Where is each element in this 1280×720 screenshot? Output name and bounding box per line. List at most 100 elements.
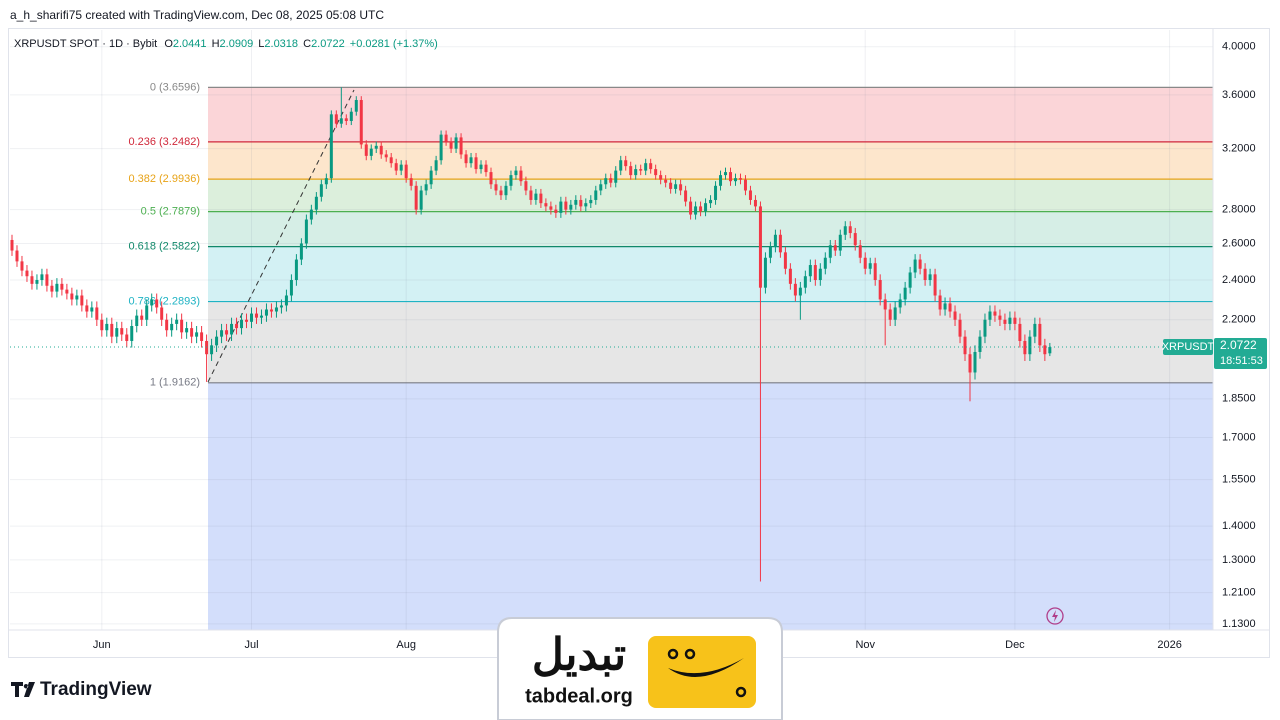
candle-body bbox=[748, 190, 752, 200]
candle-body bbox=[753, 199, 757, 207]
candle-body bbox=[394, 163, 398, 171]
candle-body bbox=[289, 280, 293, 296]
candle-body bbox=[654, 169, 658, 176]
candle-body bbox=[798, 287, 802, 296]
x-tick-label: Jun bbox=[93, 639, 111, 651]
y-tick-label: 3.6000 bbox=[1222, 89, 1256, 101]
candle-body bbox=[449, 141, 453, 149]
candle-body bbox=[818, 268, 822, 281]
y-tick-label: 1.3000 bbox=[1222, 554, 1256, 566]
candle-body bbox=[993, 311, 997, 316]
fib-zone bbox=[208, 301, 1213, 383]
candle-body bbox=[699, 206, 703, 212]
y-tick-label: 3.2000 bbox=[1222, 143, 1256, 155]
candle-body bbox=[983, 319, 987, 337]
candle-body bbox=[609, 178, 613, 183]
candle-body bbox=[499, 190, 503, 196]
candle-body bbox=[923, 268, 927, 281]
candle-body bbox=[933, 274, 937, 296]
candle-body bbox=[738, 178, 742, 180]
attribution: a_h_sharifi75 created with TradingView.c… bbox=[10, 8, 384, 22]
candle-body bbox=[828, 245, 832, 258]
candle-body bbox=[60, 283, 64, 290]
candle-body bbox=[604, 178, 608, 185]
candle-body bbox=[948, 303, 952, 312]
candle-body bbox=[369, 148, 373, 156]
candle-body bbox=[589, 199, 593, 204]
candle-body bbox=[644, 163, 648, 171]
candle-body bbox=[245, 319, 249, 322]
candle-body bbox=[988, 311, 992, 320]
candle-body bbox=[90, 307, 94, 312]
candle-body bbox=[344, 118, 348, 122]
candle-body bbox=[599, 184, 603, 191]
candle-body bbox=[225, 330, 229, 335]
fib-zone bbox=[208, 141, 1213, 180]
candle-body bbox=[998, 315, 1002, 320]
candle-body bbox=[339, 118, 343, 124]
candle-body bbox=[110, 323, 114, 337]
candle-body bbox=[868, 263, 872, 269]
watermark: تبدیل tabdeal.org bbox=[497, 617, 783, 720]
candle-body bbox=[614, 170, 618, 183]
candle-body bbox=[329, 114, 333, 179]
candle-body bbox=[878, 280, 882, 300]
candle-body bbox=[973, 351, 977, 373]
candle-body bbox=[1043, 345, 1047, 355]
candle-body bbox=[384, 154, 388, 158]
candle-body bbox=[783, 252, 787, 269]
candle-body bbox=[823, 257, 827, 269]
candle-body bbox=[858, 245, 862, 258]
candle-body bbox=[963, 336, 967, 355]
candle-body bbox=[15, 250, 19, 262]
candle-body bbox=[838, 234, 842, 251]
candle-body bbox=[454, 137, 458, 149]
candle-body bbox=[918, 259, 922, 269]
y-tick-label: 1.8500 bbox=[1222, 393, 1256, 405]
candle-body bbox=[704, 203, 708, 212]
price-tag bbox=[1214, 338, 1267, 370]
candle-body bbox=[519, 170, 523, 182]
candle-body bbox=[813, 265, 817, 281]
candle-body bbox=[35, 280, 39, 284]
candle-body bbox=[349, 111, 353, 122]
candle-body bbox=[938, 295, 942, 310]
candle-body bbox=[439, 134, 443, 161]
candle-body bbox=[694, 206, 698, 215]
candle-body bbox=[429, 170, 433, 185]
candle-body bbox=[50, 285, 54, 292]
candle-body bbox=[724, 172, 728, 176]
candle-body bbox=[1008, 317, 1012, 324]
candle-body bbox=[629, 166, 633, 176]
candle-body bbox=[464, 154, 468, 164]
candle-body bbox=[534, 193, 538, 200]
candle-body bbox=[314, 196, 318, 210]
x-tick-label: Nov bbox=[855, 639, 875, 651]
candle-body bbox=[1023, 340, 1027, 355]
candle-body bbox=[898, 299, 902, 308]
candle-body bbox=[269, 309, 273, 312]
candle-body bbox=[659, 175, 663, 180]
symbol-tag-text: XRPUSDT bbox=[1162, 341, 1215, 353]
candle-body bbox=[185, 328, 189, 333]
candle-body bbox=[569, 204, 573, 210]
candle-body bbox=[549, 206, 553, 210]
legend-change: +0.0281 (+1.37%) bbox=[350, 38, 438, 50]
plot-area: 0 (3.6596) 0.236 (3.2482) 0.382 (2.9936) 0.… bbox=[10, 30, 1213, 630]
legend-value: 2.0722 bbox=[311, 38, 345, 50]
candle-body bbox=[579, 199, 583, 207]
candle-body bbox=[893, 307, 897, 320]
candle-body bbox=[205, 340, 209, 355]
candle-body bbox=[304, 219, 308, 244]
candle-body bbox=[10, 239, 14, 251]
candle-body bbox=[130, 326, 134, 341]
candle-body bbox=[873, 263, 877, 281]
candle-body bbox=[808, 265, 812, 277]
candle-body bbox=[150, 299, 154, 306]
candle-body bbox=[788, 268, 792, 284]
candle-body bbox=[943, 303, 947, 310]
candle-body bbox=[928, 274, 932, 281]
candle-body bbox=[249, 313, 253, 322]
candle-body bbox=[279, 305, 283, 308]
